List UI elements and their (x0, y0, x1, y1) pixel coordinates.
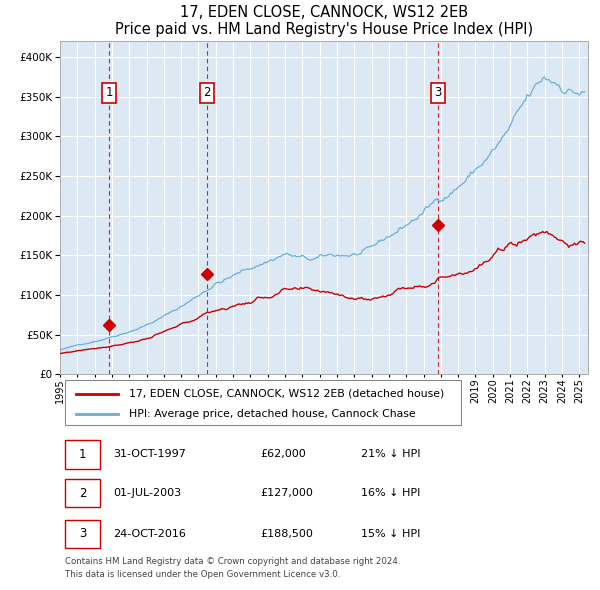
Text: Contains HM Land Registry data © Crown copyright and database right 2024.: Contains HM Land Registry data © Crown c… (65, 558, 401, 566)
Text: HPI: Average price, detached house, Cannock Chase: HPI: Average price, detached house, Cann… (128, 409, 415, 419)
Text: £62,000: £62,000 (260, 450, 307, 460)
Text: £127,000: £127,000 (260, 488, 314, 498)
Text: 17, EDEN CLOSE, CANNOCK, WS12 2EB (detached house): 17, EDEN CLOSE, CANNOCK, WS12 2EB (detac… (128, 389, 444, 399)
Text: £188,500: £188,500 (260, 529, 314, 539)
Text: 1: 1 (105, 86, 113, 99)
Text: 2: 2 (203, 86, 211, 99)
Title: 17, EDEN CLOSE, CANNOCK, WS12 2EB
Price paid vs. HM Land Registry's House Price : 17, EDEN CLOSE, CANNOCK, WS12 2EB Price … (115, 5, 533, 37)
Text: 01-JUL-2003: 01-JUL-2003 (113, 488, 181, 498)
FancyBboxPatch shape (65, 520, 100, 548)
Text: 31-OCT-1997: 31-OCT-1997 (113, 450, 185, 460)
Text: 21% ↓ HPI: 21% ↓ HPI (361, 450, 421, 460)
Text: 24-OCT-2016: 24-OCT-2016 (113, 529, 185, 539)
FancyBboxPatch shape (65, 381, 461, 425)
Text: 1: 1 (79, 448, 86, 461)
Text: 15% ↓ HPI: 15% ↓ HPI (361, 529, 421, 539)
Text: 16% ↓ HPI: 16% ↓ HPI (361, 488, 421, 498)
Text: 3: 3 (434, 86, 442, 99)
Text: 3: 3 (79, 527, 86, 540)
Text: 2: 2 (79, 487, 86, 500)
Text: This data is licensed under the Open Government Licence v3.0.: This data is licensed under the Open Gov… (65, 569, 341, 579)
FancyBboxPatch shape (65, 479, 100, 507)
FancyBboxPatch shape (65, 440, 100, 468)
